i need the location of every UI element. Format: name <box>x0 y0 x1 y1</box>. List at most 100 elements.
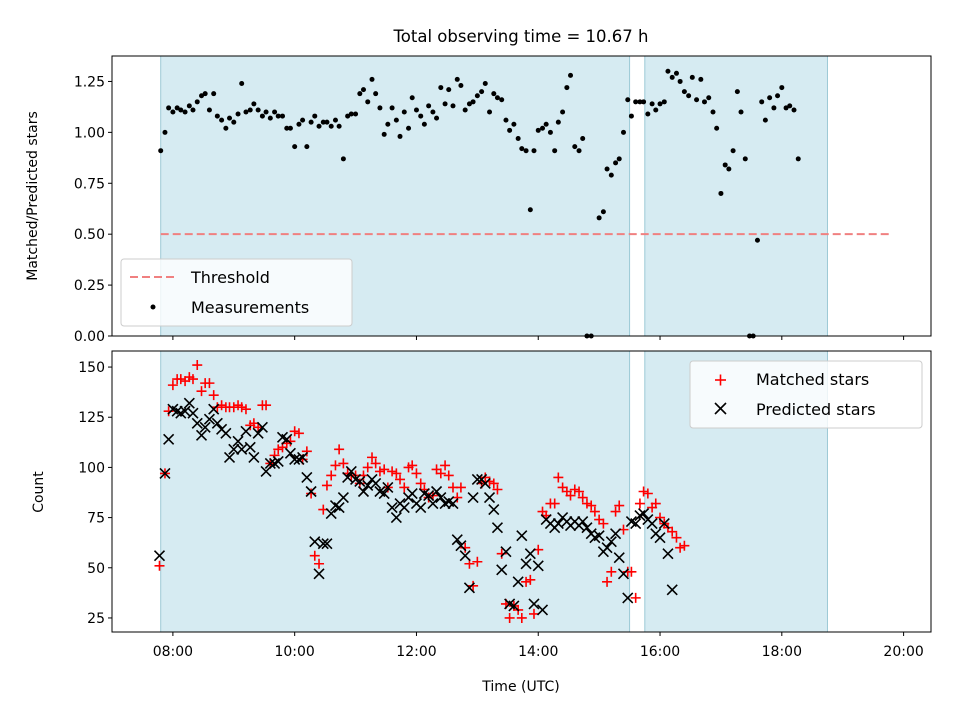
measurement-point <box>275 113 281 119</box>
matched-star-point <box>440 460 451 471</box>
measurement-point <box>535 127 541 133</box>
y-tick-label: 0.75 <box>74 176 105 192</box>
predicted-star-point <box>459 550 471 562</box>
predicted-star-point <box>658 518 670 530</box>
measurement-point <box>385 121 391 127</box>
measurement-point <box>243 109 249 115</box>
measurement-point <box>771 105 777 111</box>
measurement-point <box>552 148 558 154</box>
x-axis <box>172 336 905 340</box>
matched-star-point <box>407 460 418 471</box>
measurement-point <box>178 107 184 113</box>
measurement-point <box>613 160 619 166</box>
measurement-point <box>653 107 659 113</box>
predicted-star-point <box>601 542 613 554</box>
measurement-point <box>596 215 602 221</box>
measurement-point <box>312 113 318 119</box>
measurement-point <box>474 93 480 99</box>
ratio-panel: 0.00 0.25 0.50 0.75 1.00 1.25 Matched/Predict… <box>25 55 932 345</box>
measurement-point <box>657 101 663 107</box>
matched-star-point <box>574 486 585 497</box>
matched-star-point <box>379 464 390 475</box>
matched-star-point <box>391 468 402 479</box>
matched-star-point <box>569 484 580 495</box>
matched-star-point <box>630 592 641 603</box>
measurement-point <box>186 103 192 109</box>
measurement-point <box>336 123 342 129</box>
measurement-point <box>726 166 732 172</box>
matched-star-point <box>289 426 300 437</box>
measurement-point <box>665 68 671 74</box>
matched-star-point <box>374 466 385 477</box>
measurement-point <box>158 148 164 154</box>
predicted-star-point <box>309 536 321 548</box>
predicted-star-point <box>496 564 508 576</box>
measurement-point <box>247 107 253 113</box>
measurement-point <box>787 103 793 109</box>
matched-star-point <box>675 542 686 553</box>
matched-star-point <box>581 498 592 509</box>
matched-star-point <box>455 482 466 493</box>
measurement-point <box>604 166 610 172</box>
predicted-star-point <box>313 568 325 580</box>
measurement-point <box>199 93 205 99</box>
x-tick-label: 10:00 <box>274 644 314 660</box>
predicted-star-point <box>654 532 666 544</box>
predicted-star-point <box>333 501 345 514</box>
measurement-point <box>628 113 634 119</box>
predicted-star-point <box>520 558 532 570</box>
measurement-point <box>397 133 403 139</box>
matched-star-point <box>395 474 406 485</box>
measurement-point <box>686 93 692 99</box>
matched-star-point <box>338 458 349 469</box>
measurement-point <box>620 129 626 135</box>
measurement-point <box>231 119 237 125</box>
measurement-point <box>572 144 578 150</box>
measurement-point <box>340 156 346 162</box>
predicted-star-point <box>325 508 337 520</box>
measurement-point <box>754 237 760 243</box>
predicted-star-point <box>228 443 240 455</box>
predicted-star-point <box>248 451 260 463</box>
predicted-star-point <box>463 582 476 594</box>
matched-star-point <box>525 574 536 585</box>
measurement-point <box>227 115 233 121</box>
matched-star-point <box>334 444 345 455</box>
matched-star-point <box>521 576 532 587</box>
predicted-star-point <box>610 528 622 540</box>
measurement-point <box>206 107 212 113</box>
matched-star-point <box>240 404 251 415</box>
measurement-point <box>742 156 748 162</box>
predicted-star-point <box>622 592 634 604</box>
measurement-point <box>320 119 326 125</box>
measurement-point <box>166 105 172 111</box>
legend-box <box>120 258 353 327</box>
legend: Matched stars Predicted stars <box>689 360 923 429</box>
predicted-star-point <box>479 477 491 490</box>
predicted-star-point <box>220 427 232 439</box>
measurement-point <box>775 93 781 99</box>
matched-star-point <box>553 472 564 483</box>
matched-star-point <box>306 488 317 499</box>
measurement-point <box>454 76 460 82</box>
plot-frame <box>111 350 932 633</box>
measurement-point <box>434 115 440 121</box>
predicted-star-point <box>467 491 479 504</box>
measurement-point <box>426 103 432 109</box>
measurement-point <box>783 105 789 111</box>
observing-window <box>160 350 631 633</box>
measurement-point <box>511 121 517 127</box>
measurement-point <box>292 144 298 150</box>
measurement-point <box>515 135 521 141</box>
predicted-star-point <box>370 477 382 490</box>
measurement-point <box>272 109 278 115</box>
measurement-point <box>418 113 424 119</box>
y-tick-label: 100 <box>78 460 105 476</box>
measurement-point <box>202 91 208 97</box>
predicted-star-point <box>524 548 536 560</box>
y-tick-label: 1.25 <box>74 74 105 90</box>
predicted-star-point <box>272 455 284 467</box>
matched-star-point <box>549 498 560 509</box>
matched-star-point <box>154 560 165 571</box>
measurement-point <box>779 85 785 91</box>
